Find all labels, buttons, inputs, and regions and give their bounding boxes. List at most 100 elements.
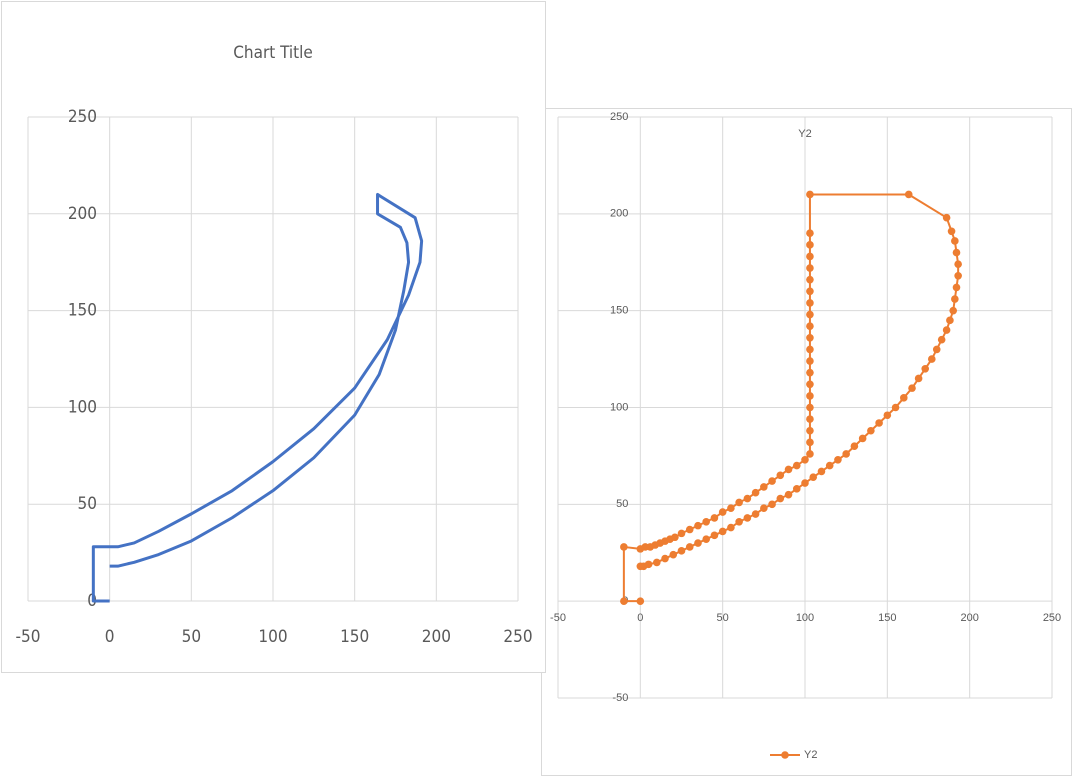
- data-point: [806, 264, 814, 272]
- y-tick-label: 50: [616, 498, 628, 510]
- data-point: [806, 333, 814, 342]
- data-point: [806, 345, 814, 354]
- data-point: [806, 368, 814, 377]
- data-point: [677, 547, 686, 555]
- data-point: [942, 326, 951, 334]
- data-point: [951, 237, 959, 245]
- data-point: [952, 283, 961, 292]
- x-tick-label: 250: [1043, 612, 1061, 624]
- data-point: [671, 533, 679, 542]
- data-line: [622, 193, 960, 603]
- x-tick-label: 200: [422, 627, 451, 647]
- data-point: [727, 523, 735, 532]
- y-tick-label: 100: [68, 397, 97, 417]
- data-point: [806, 299, 814, 307]
- data-point: [718, 508, 727, 516]
- x-tick-label: 150: [878, 612, 896, 624]
- data-point: [620, 597, 628, 605]
- data-point: [636, 597, 645, 605]
- data-point: [760, 483, 768, 491]
- data-point: [806, 380, 814, 389]
- data-point: [867, 426, 875, 435]
- data-point: [710, 514, 719, 522]
- data-point: [801, 455, 809, 464]
- data-point: [825, 461, 834, 470]
- data-point: [694, 539, 702, 547]
- legend-label: Y2: [804, 749, 817, 761]
- data-point: [792, 485, 801, 493]
- data-point: [768, 477, 776, 485]
- data-point: [694, 521, 702, 530]
- data-point: [806, 322, 814, 330]
- data-point: [858, 434, 867, 443]
- x-tick-label: 100: [258, 627, 287, 647]
- data-point: [743, 494, 752, 503]
- data-point: [951, 295, 959, 303]
- data-line: [91, 192, 424, 603]
- data-point: [718, 527, 727, 536]
- data-point: [883, 411, 892, 420]
- data-point: [806, 426, 814, 435]
- data-point: [806, 403, 814, 412]
- chart-title: Y2: [798, 128, 811, 140]
- x-tick-label: -50: [16, 627, 41, 647]
- data-point: [806, 438, 814, 447]
- data-point: [932, 345, 941, 354]
- data-point: [702, 535, 710, 543]
- data-point: [801, 479, 809, 487]
- x-tick-label: 50: [182, 627, 201, 647]
- data-point: [850, 442, 859, 451]
- data-point: [669, 550, 678, 559]
- y-tick-label: 150: [68, 301, 97, 321]
- data-point: [806, 392, 814, 400]
- data-point: [806, 450, 814, 458]
- x-tick-label: 100: [796, 612, 814, 624]
- data-point: [806, 190, 814, 199]
- data-point: [776, 494, 785, 503]
- data-point: [735, 517, 743, 526]
- data-point: [954, 260, 962, 268]
- y-tick-label: 200: [68, 204, 97, 224]
- data-point: [677, 529, 686, 538]
- data-point: [806, 229, 814, 237]
- x-tick-label: 0: [105, 627, 115, 647]
- data-point: [806, 241, 814, 249]
- data-point: [685, 543, 694, 551]
- data-point: [891, 403, 900, 412]
- data-point: [806, 357, 814, 365]
- data-point: [806, 310, 814, 319]
- data-point: [751, 510, 760, 518]
- data-point: [710, 531, 719, 540]
- x-tick-label: 250: [503, 627, 532, 647]
- data-point: [914, 374, 923, 383]
- data-point: [685, 525, 694, 534]
- data-point: [947, 227, 956, 236]
- data-point: [806, 415, 814, 423]
- data-point: [751, 488, 760, 497]
- y-tick-label: 200: [610, 208, 628, 220]
- data-point: [927, 355, 936, 363]
- x-tick-label: 200: [960, 612, 978, 624]
- data-point: [942, 213, 951, 222]
- data-point: [776, 471, 785, 480]
- data-point: [661, 554, 669, 563]
- x-tick-label: 0: [637, 612, 643, 624]
- data-point: [620, 543, 628, 551]
- data-point: [806, 275, 814, 284]
- data-point: [900, 394, 908, 402]
- data-point: [949, 306, 957, 315]
- data-point: [636, 562, 645, 571]
- data-point: [768, 500, 776, 509]
- data-point: [875, 419, 883, 427]
- data-point: [743, 514, 752, 522]
- x-tick-label: 50: [717, 612, 729, 624]
- data-point: [904, 190, 913, 199]
- x-tick-label: 150: [340, 627, 369, 647]
- data-point: [727, 504, 735, 513]
- data-point: [784, 465, 793, 474]
- data-point: [952, 248, 961, 257]
- data-point: [702, 517, 710, 526]
